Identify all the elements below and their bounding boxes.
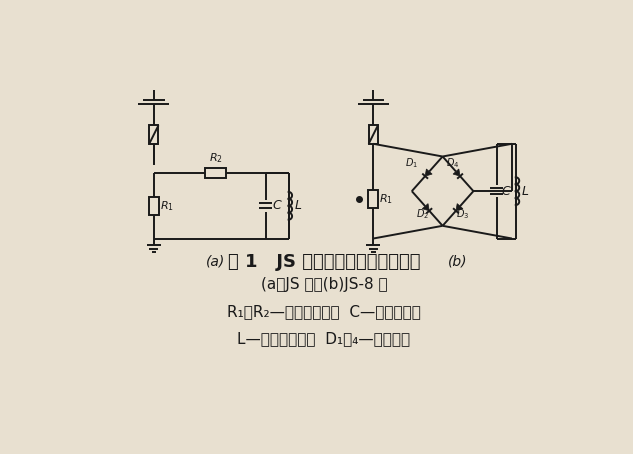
Bar: [149, 125, 158, 144]
Polygon shape: [456, 204, 463, 211]
Bar: [368, 125, 378, 144]
Text: $R_1$: $R_1$: [160, 199, 174, 212]
Text: L—记数器线圈；  D₁～₄—硬二极管: L—记数器线圈； D₁～₄—硬二极管: [237, 331, 411, 346]
Bar: [204, 168, 226, 178]
Text: $C$: $C$: [272, 199, 282, 212]
Text: 图 1   JS 型动作记数器的原理接线: 图 1 JS 型动作记数器的原理接线: [228, 252, 420, 271]
Polygon shape: [425, 169, 432, 176]
Text: $L$: $L$: [521, 185, 529, 197]
Text: (b): (b): [448, 255, 468, 269]
Text: $C$: $C$: [501, 185, 512, 197]
Text: $D_3$: $D_3$: [456, 207, 470, 221]
Bar: [368, 190, 379, 208]
Text: $D_4$: $D_4$: [446, 156, 460, 169]
Text: (a): (a): [206, 255, 225, 269]
Polygon shape: [422, 204, 429, 211]
Text: $L$: $L$: [294, 199, 302, 212]
Bar: [149, 197, 159, 215]
Text: $D_2$: $D_2$: [416, 207, 429, 221]
Text: $R_1$: $R_1$: [379, 192, 394, 206]
Text: $D_1$: $D_1$: [405, 156, 418, 169]
Text: $R_2$: $R_2$: [208, 151, 222, 165]
Text: R₁、R₂—非线性电阵；  C—贮能电容器: R₁、R₂—非线性电阵； C—贮能电容器: [227, 304, 421, 319]
Text: (a）JS 型；(b)JS-8 型: (a）JS 型；(b)JS-8 型: [261, 277, 387, 292]
Polygon shape: [453, 169, 460, 176]
